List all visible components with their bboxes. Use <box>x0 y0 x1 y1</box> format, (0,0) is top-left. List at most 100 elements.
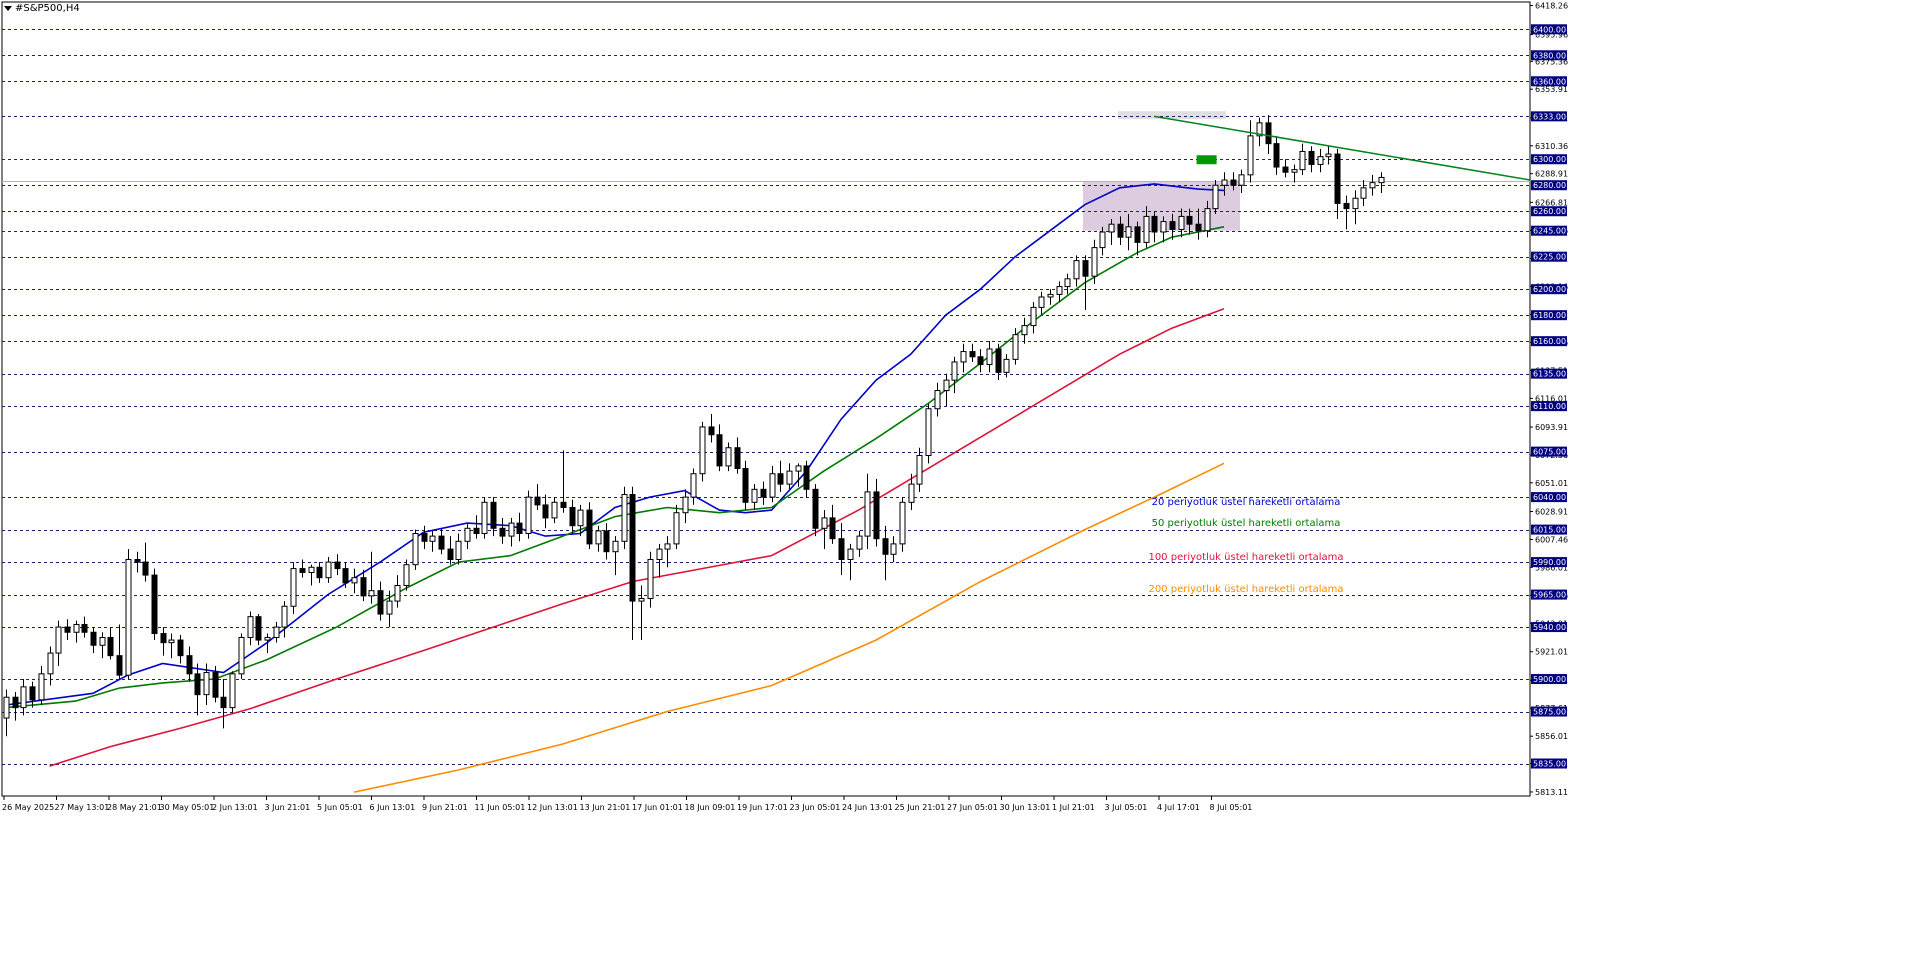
candle <box>777 460 784 492</box>
time-axis-label: 25 Jun 21:01 <box>895 803 946 812</box>
level-label: 6015.00 <box>1533 526 1566 535</box>
candle-body <box>508 522 515 537</box>
level-label-box <box>1531 674 1567 685</box>
time-axis-label: 19 Jun 17:01 <box>737 803 788 812</box>
level-label-box <box>1531 524 1567 535</box>
candle <box>194 663 201 716</box>
zone-rectangle[interactable] <box>1118 111 1226 119</box>
candle <box>525 490 532 539</box>
collapse-triangle-icon[interactable] <box>4 5 12 11</box>
level-label-box <box>1531 758 1567 769</box>
candle-body <box>447 548 454 560</box>
candle <box>673 504 680 550</box>
level-label: 5875.00 <box>1533 708 1566 717</box>
resistance-trendline[interactable] <box>1154 115 1531 181</box>
level-label-box <box>1531 557 1567 568</box>
candle <box>908 473 915 511</box>
candle <box>1247 120 1254 183</box>
candle <box>1091 239 1098 284</box>
time-axis-label: 9 Jun 21:01 <box>422 803 468 812</box>
price-axis-label: 6093.91 <box>1535 423 1568 432</box>
candle-body <box>1317 156 1324 165</box>
level-label-box <box>1531 154 1567 165</box>
candle <box>1212 180 1219 214</box>
candle-body <box>699 426 706 475</box>
time-axis-label: 30 Jun 13:01 <box>1000 803 1051 812</box>
candle-body <box>1343 202 1350 210</box>
candle <box>281 601 288 638</box>
candle <box>38 666 45 706</box>
price-axis-label: 6051.01 <box>1535 479 1568 488</box>
candle <box>247 611 254 646</box>
candle-body <box>1299 150 1306 171</box>
candle-body <box>168 639 175 644</box>
candle-body <box>1352 197 1359 210</box>
candle-body <box>873 491 880 540</box>
level-label-box <box>1531 446 1567 457</box>
level-label-box <box>1531 24 1567 35</box>
candle <box>186 646 193 682</box>
candle <box>1308 146 1315 173</box>
candle <box>829 504 836 544</box>
candle-body <box>603 530 610 553</box>
candle <box>769 465 776 503</box>
candle-body <box>299 568 306 573</box>
candle <box>377 581 384 621</box>
level-label-box <box>1531 336 1567 347</box>
price-marker[interactable] <box>1196 155 1217 165</box>
level-label: 6300.00 <box>1533 155 1566 164</box>
candle-body <box>1291 169 1298 173</box>
candle <box>308 564 315 586</box>
level-label-box <box>1531 206 1567 217</box>
candle <box>847 543 854 581</box>
candle <box>99 632 106 659</box>
candle-body <box>499 527 506 537</box>
candle <box>1360 180 1367 207</box>
candle-body <box>360 577 367 597</box>
candle <box>151 568 158 641</box>
candle-body <box>107 636 114 657</box>
candle <box>682 489 689 524</box>
candle <box>316 562 323 583</box>
candle <box>1021 317 1028 344</box>
candle <box>1378 172 1385 194</box>
candle <box>551 497 558 524</box>
chart-title-text: #S&P500,H4 <box>15 3 80 14</box>
candle <box>403 559 410 591</box>
candle <box>621 486 628 550</box>
candle-body <box>1012 334 1019 360</box>
candle <box>1038 291 1045 316</box>
price-axis-label: 5986.01 <box>1535 563 1568 572</box>
candle <box>1134 221 1141 256</box>
time-axis-label: 5 Jun 05:01 <box>317 803 363 812</box>
candle-body <box>916 455 923 485</box>
candle <box>916 447 923 492</box>
candle-body <box>542 504 549 519</box>
candle-body <box>99 636 106 646</box>
candle-body <box>455 540 462 560</box>
candle-body <box>1221 179 1228 186</box>
level-label: 6110.00 <box>1533 402 1566 411</box>
candle-body <box>577 509 584 527</box>
time-axis-label: 6 Jun 13:01 <box>370 803 416 812</box>
candle-body <box>421 532 428 542</box>
candle-body <box>342 568 349 584</box>
candle <box>1204 200 1211 238</box>
candle-body <box>1230 179 1237 186</box>
candle-body <box>1056 286 1063 295</box>
candle-body <box>351 577 358 584</box>
candle <box>577 504 584 537</box>
price-axis-label: 5813.11 <box>1535 788 1568 797</box>
level-label: 6135.00 <box>1533 370 1566 379</box>
candle <box>1369 174 1376 196</box>
candle <box>856 530 863 557</box>
candle <box>656 543 663 578</box>
candle <box>699 421 706 482</box>
candle-body <box>760 488 767 498</box>
time-axis-label: 24 Jun 13:01 <box>842 803 893 812</box>
candle-body <box>812 488 819 529</box>
candle <box>1352 190 1359 225</box>
candle <box>1099 226 1106 256</box>
candle-body <box>864 491 871 537</box>
